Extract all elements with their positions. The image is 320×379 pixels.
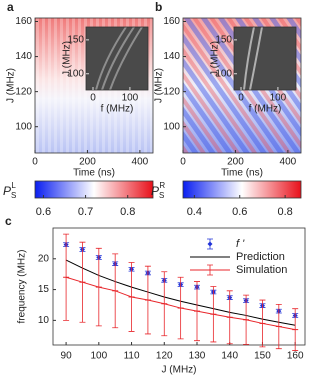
colorbar-label-sub: S — [11, 191, 16, 200]
y-tick-label: 10 — [38, 315, 50, 326]
inset-x-tick-label: 100 — [122, 93, 139, 104]
inset-frame — [233, 26, 297, 91]
x-tick-label: 200 — [79, 157, 96, 168]
legend-symbol — [207, 264, 213, 276]
inset-y-label: J (MHz) — [62, 41, 73, 76]
x-tick-label: 400 — [132, 157, 149, 168]
inset-y-tick-label: 100 — [215, 68, 232, 79]
colorbar-label-sup: L — [11, 181, 16, 190]
inset-y-tick-label: 150 — [67, 35, 84, 46]
x-tick-label: 150 — [254, 351, 271, 362]
colorbar-tick-label: 0.6 — [232, 206, 247, 218]
y-tick-label: 140 — [163, 51, 180, 62]
inset-y-tick-label: 100 — [67, 68, 84, 79]
colorbar-tick-label: 0.7 — [78, 206, 93, 218]
plot-frame — [182, 17, 302, 154]
x-tick-label: 160 — [287, 351, 304, 362]
panel-label: a — [7, 0, 14, 14]
colorbar-tick-label: 0.4 — [187, 206, 202, 218]
plot-frame — [34, 17, 154, 154]
x-axis-label: Time (ns) — [221, 168, 263, 179]
y-tick-label: 100 — [163, 121, 180, 132]
x-tick-label: 0 — [32, 157, 38, 168]
y-tick-label: 20 — [38, 253, 50, 264]
inset-x-tick-label: 100 — [270, 93, 287, 104]
x-tick-label: 90 — [61, 351, 73, 362]
x-axis-label: Time (ns) — [73, 168, 115, 179]
x-axis-label: J (MHz) — [162, 365, 197, 376]
y-axis-label: J (MHz) — [6, 68, 17, 103]
colorbar-label-sub: S — [159, 191, 164, 200]
x-tick-label: 130 — [189, 351, 206, 362]
x-tick-label: 110 — [124, 351, 140, 362]
y-tick-label: 160 — [163, 16, 180, 27]
plot-frame — [52, 227, 306, 346]
colorbar — [34, 180, 154, 199]
legend-label: Simulation — [236, 264, 287, 276]
inset-y-tick-label: 150 — [215, 35, 232, 46]
y-axis-label: frequency (MHz) — [17, 250, 28, 324]
colorbar-label-base: P — [3, 184, 11, 198]
inset-x-label: f (MHz) — [249, 104, 282, 115]
heatmap-b — [183, 18, 301, 153]
y-tick-label: 120 — [15, 86, 32, 97]
colorbar-tick-label: 0.6 — [36, 206, 51, 218]
colorbar — [182, 180, 302, 199]
legend-label: Prediction — [236, 251, 285, 263]
legend-symbol — [207, 241, 213, 247]
inset-x-tick-label: 0 — [90, 93, 96, 104]
colorbar-tick-label: 0.8 — [120, 206, 135, 218]
colorbar-tick-label: 0.8 — [277, 206, 292, 218]
x-tick-label: 200 — [227, 157, 244, 168]
y-tick-label: 120 — [163, 86, 180, 97]
x-tick-label: 120 — [156, 351, 173, 362]
colorbar-label-base: P — [151, 184, 159, 198]
x-tick-label: 100 — [90, 351, 107, 362]
y-tick-label: 15 — [38, 284, 50, 295]
heatmap-a — [35, 18, 153, 153]
inset-x-tick-label: 0 — [238, 93, 244, 104]
panel-label: c — [5, 214, 12, 228]
y-tick-label: 100 — [15, 121, 32, 132]
x-tick-label: 140 — [221, 351, 238, 362]
y-tick-label: 140 — [15, 51, 32, 62]
colorbar-label: PSL — [3, 181, 16, 200]
inset-x-label: f (MHz) — [101, 104, 134, 115]
inset-y-label: J (MHz) — [210, 41, 221, 76]
x-tick-label: 400 — [280, 157, 297, 168]
colorbar-label: PSR — [151, 181, 165, 200]
x-tick-label: 0 — [180, 157, 186, 168]
inset-frame — [85, 26, 149, 91]
legend-label: f ' — [236, 238, 245, 250]
y-tick-label: 160 — [15, 16, 32, 27]
y-axis-label: J (MHz) — [154, 68, 165, 103]
colorbar-label-sup: R — [159, 181, 165, 190]
panel-label: b — [155, 0, 162, 14]
